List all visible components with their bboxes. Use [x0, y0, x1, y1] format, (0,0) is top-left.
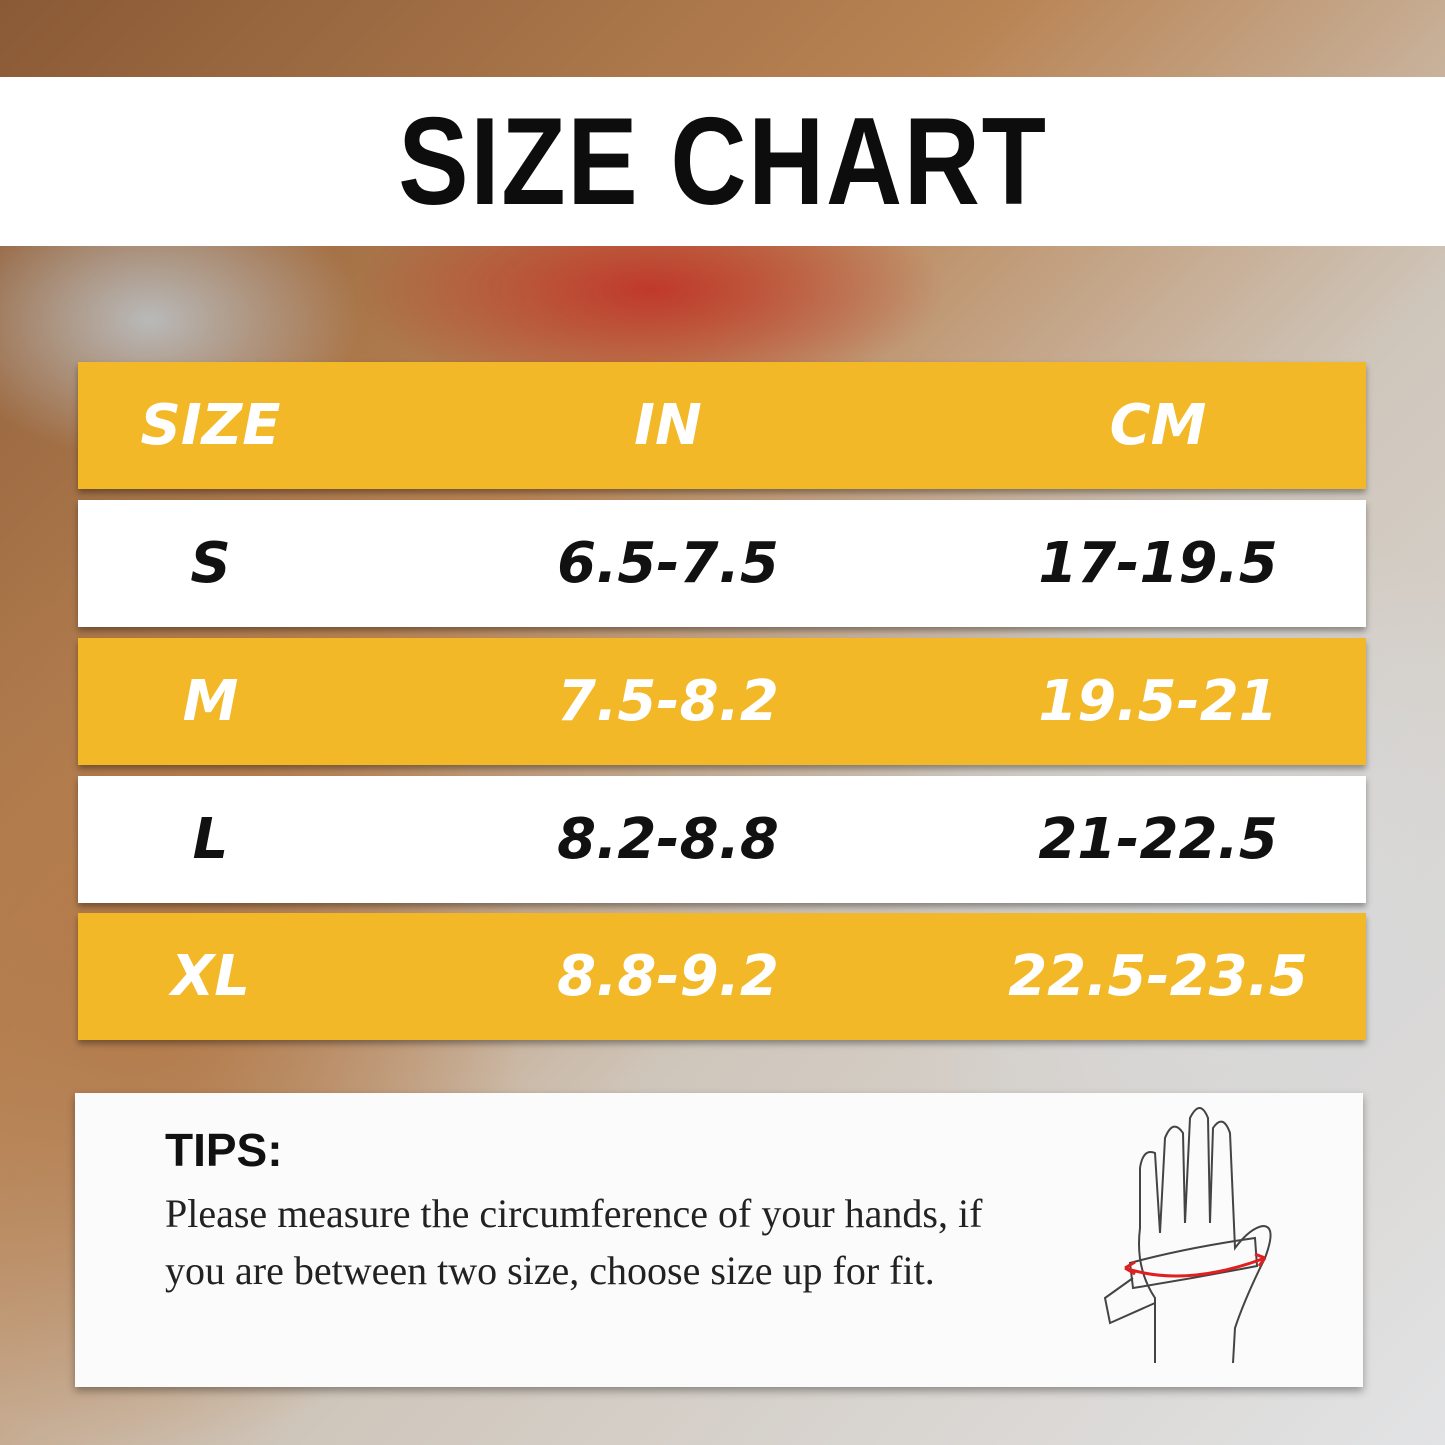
table-row: L 8.2-8.8 21-22.5 [78, 776, 1366, 903]
page-title: SIZE CHART [397, 92, 1048, 231]
size-cell: S [190, 531, 231, 596]
table-row: M 7.5-8.2 19.5-21 [78, 638, 1366, 765]
size-cell: L [192, 807, 229, 872]
table-header: SIZE IN CM [78, 362, 1366, 489]
title-band: SIZE CHART [0, 77, 1445, 246]
hand-measure-icon [1103, 1107, 1272, 1364]
in-cell: 8.2-8.8 [557, 807, 779, 872]
size-cell: M [182, 669, 239, 734]
header-size: SIZE [140, 393, 281, 458]
header-in: IN [634, 393, 702, 458]
table-row: XL 8.8-9.2 22.5-23.5 [78, 913, 1366, 1040]
in-cell: 8.8-9.2 [557, 944, 779, 1009]
cm-cell: 22.5-23.5 [1008, 944, 1308, 1009]
in-cell: 6.5-7.5 [557, 531, 779, 596]
in-cell: 7.5-8.2 [557, 669, 779, 734]
size-cell: XL [171, 944, 250, 1009]
tips-heading: TIPS: [165, 1124, 283, 1176]
cm-cell: 21-22.5 [1038, 807, 1278, 872]
table-row: S 6.5-7.5 17-19.5 [78, 500, 1366, 627]
cm-cell: 17-19.5 [1038, 531, 1278, 596]
tips-body: Please measure the circumference of your… [165, 1191, 983, 1293]
cm-cell: 19.5-21 [1038, 669, 1278, 734]
header-cm: CM [1109, 393, 1207, 458]
tips-box: TIPS: Please measure the circumference o… [75, 1093, 1363, 1387]
